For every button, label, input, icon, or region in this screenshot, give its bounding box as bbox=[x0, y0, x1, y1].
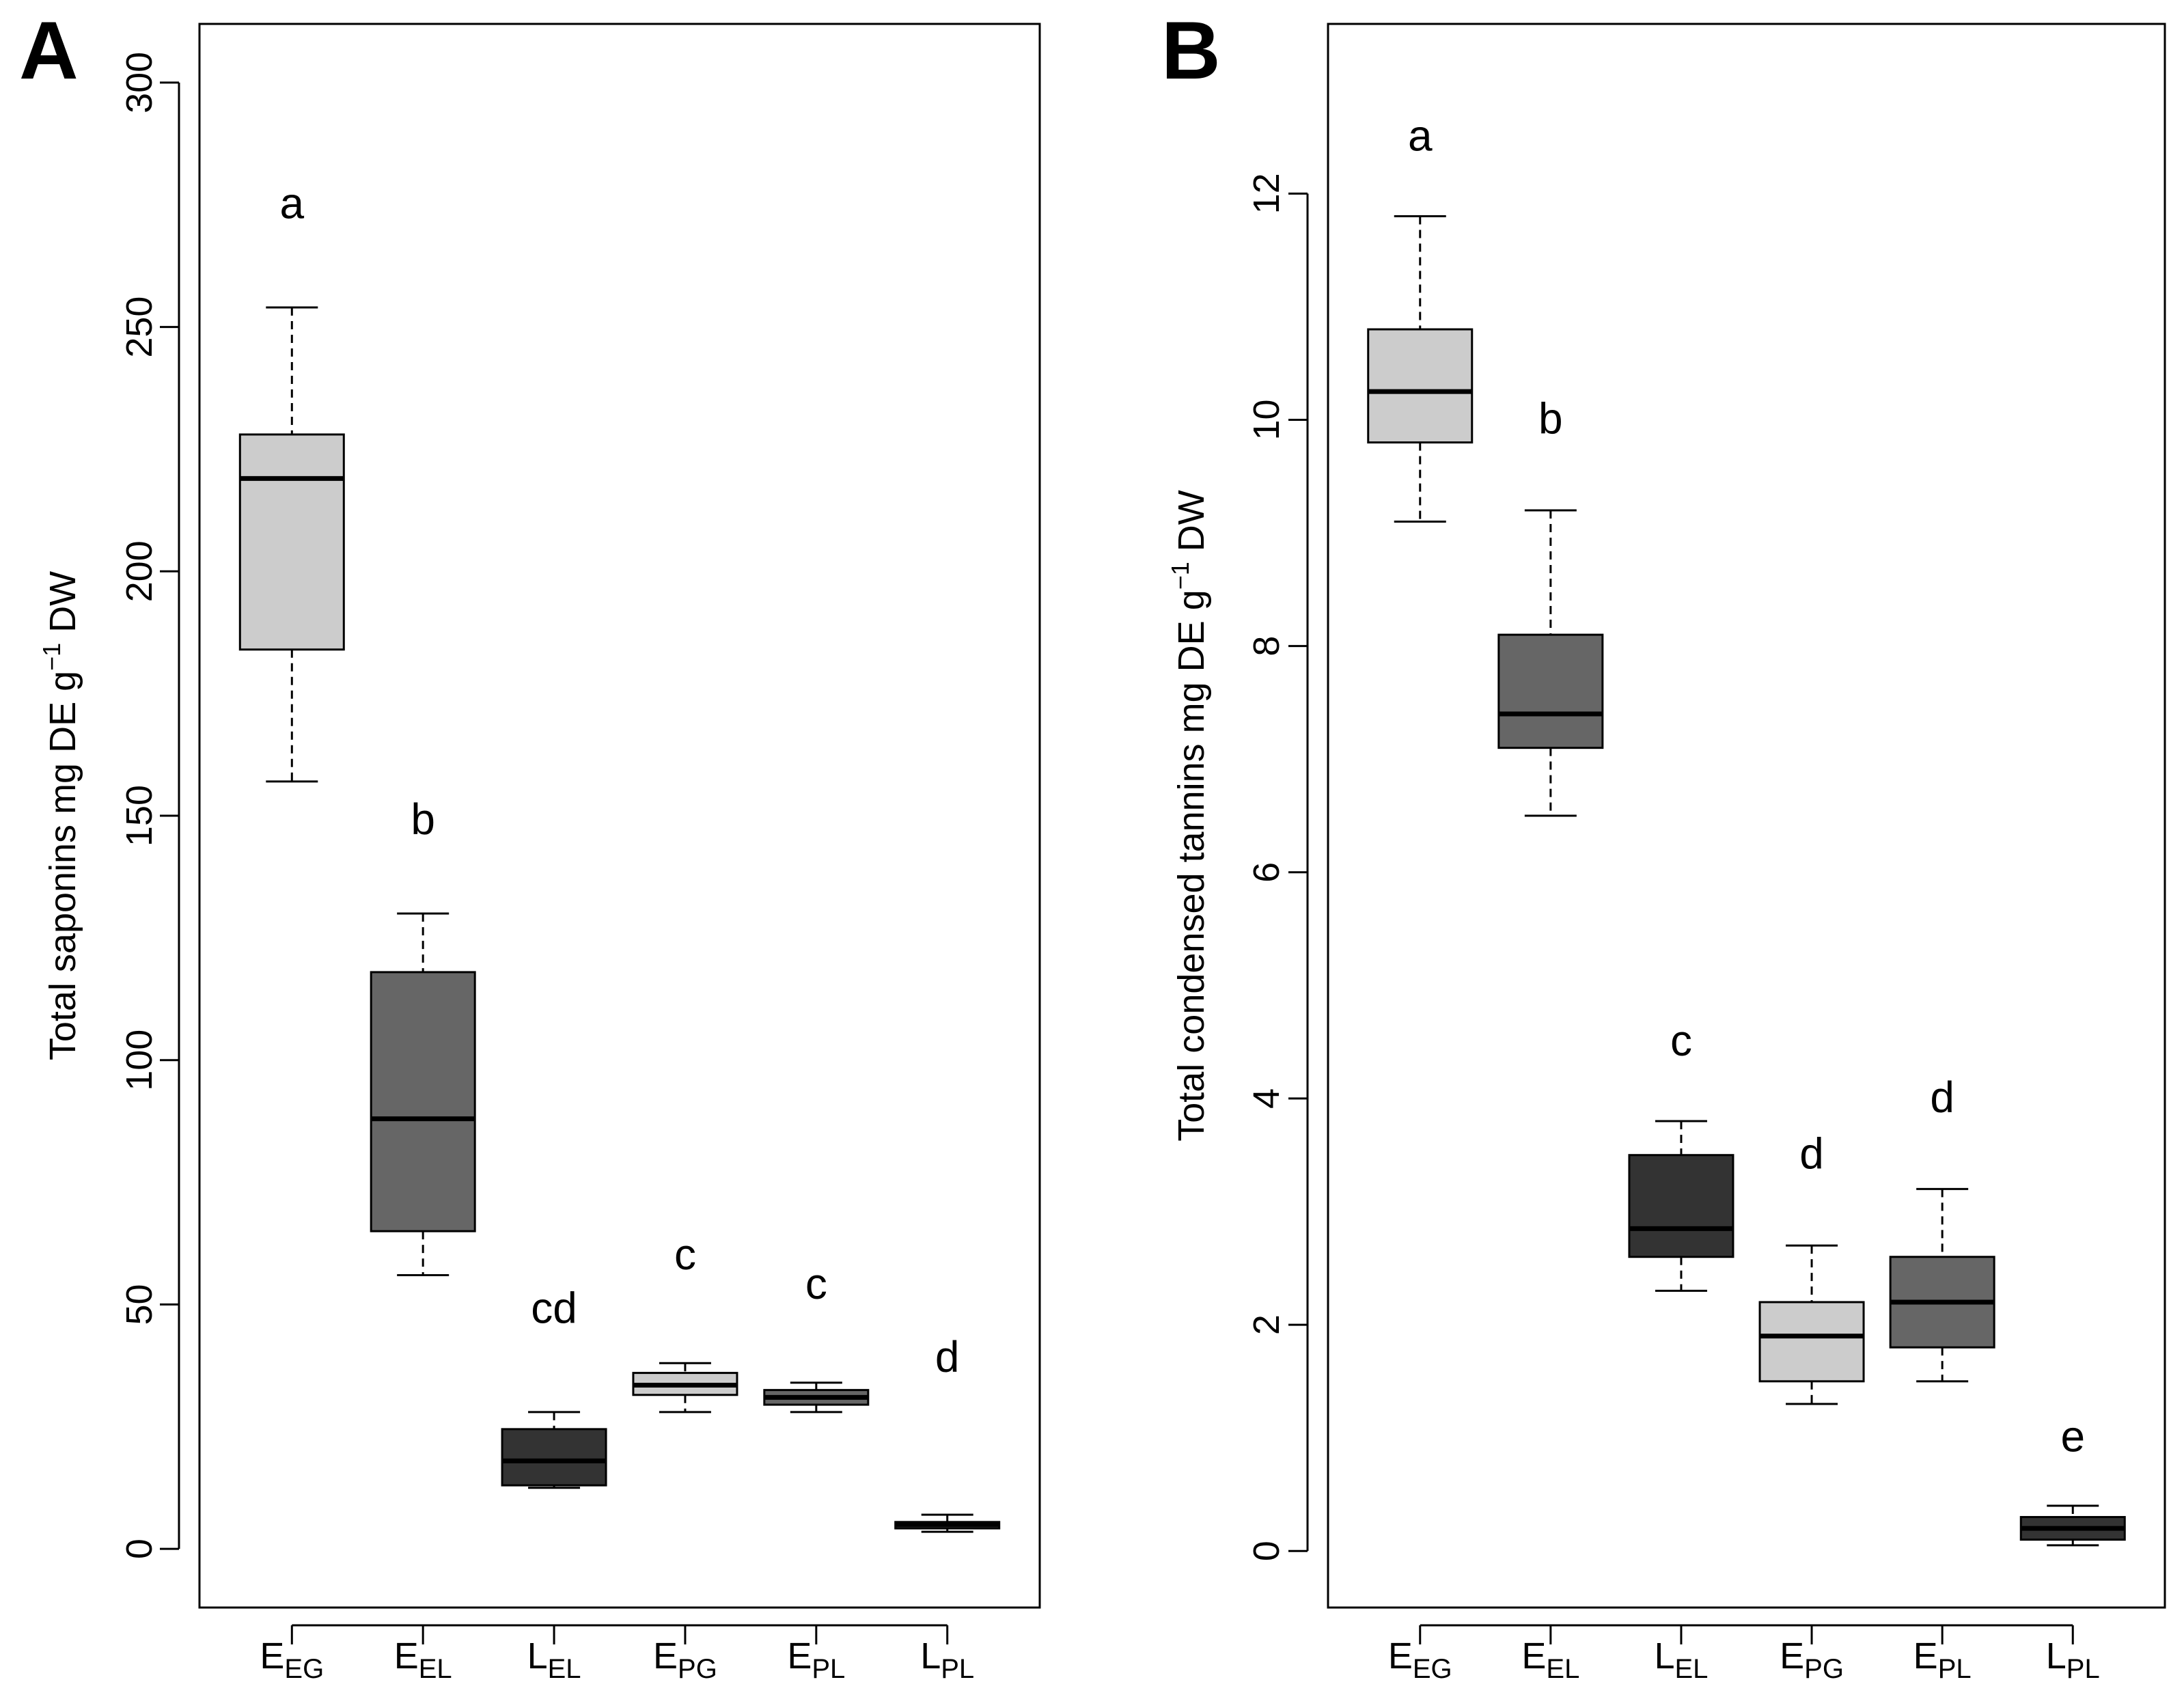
significance-letter: d bbox=[935, 1332, 960, 1381]
panel-b: B 0 2 4 6 8 10 12 Total condensed tannins mg DE … bbox=[1161, 5, 2166, 1682]
significance-letter: e bbox=[2060, 1412, 2085, 1461]
boxplot-4: d bbox=[1758, 1129, 1865, 1405]
x-tick-label: LPL bbox=[2046, 1636, 2100, 1682]
significance-letter: b bbox=[1538, 394, 1563, 443]
box-iqr bbox=[501, 1428, 607, 1487]
panel-a: A 0 50 100 150 200 250 300 Total saponins mg DE … bbox=[19, 5, 1041, 1682]
boxplot-1: a bbox=[238, 179, 345, 783]
y-tick-label: 6 bbox=[1246, 862, 1287, 883]
boxplot-6: e bbox=[2019, 1412, 2126, 1547]
boxplot-2: b bbox=[1497, 394, 1604, 817]
significance-letter: c bbox=[1670, 1016, 1692, 1065]
significance-letter: d bbox=[1799, 1129, 1824, 1178]
box-iqr bbox=[1367, 328, 1474, 444]
significance-letter: a bbox=[1408, 111, 1433, 161]
y-axis-title: Total condensed tannins mg DE g−1 DW bbox=[1166, 490, 1212, 1142]
significance-letter: b bbox=[411, 795, 435, 844]
boxplot-5: c bbox=[763, 1259, 870, 1414]
box-iqr bbox=[1497, 633, 1604, 749]
box-iqr bbox=[238, 433, 345, 651]
y-tick-label: 0 bbox=[119, 1539, 160, 1559]
box-iqr bbox=[370, 971, 476, 1232]
x-tick-label: LPL bbox=[920, 1636, 974, 1682]
x-tick-label: EEL bbox=[1521, 1636, 1579, 1682]
y-tick-label: 300 bbox=[119, 52, 160, 113]
box-iqr bbox=[1758, 1301, 1865, 1383]
significance-letter: a bbox=[280, 179, 305, 228]
y-tick-label: 50 bbox=[119, 1284, 160, 1325]
x-tick-label: EPG bbox=[653, 1636, 717, 1682]
x-tick-label: EPL bbox=[787, 1636, 845, 1682]
y-tick-label: 150 bbox=[119, 785, 160, 846]
x-tick-label: LEL bbox=[1654, 1636, 1708, 1682]
plot-frame bbox=[198, 23, 1041, 1609]
boxplot-6: d bbox=[894, 1332, 1001, 1533]
y-tick-label: 10 bbox=[1246, 399, 1287, 440]
y-tick-label: 200 bbox=[119, 540, 160, 602]
x-tick-label: EPG bbox=[1780, 1636, 1844, 1682]
panel-label: B bbox=[1161, 5, 1221, 96]
y-tick-label: 250 bbox=[119, 297, 160, 358]
boxplot-3: c bbox=[1628, 1016, 1734, 1292]
y-tick-label: 8 bbox=[1246, 636, 1287, 657]
significance-letter: c bbox=[674, 1230, 696, 1279]
boxplot-4: c bbox=[632, 1230, 738, 1414]
y-tick-label: 0 bbox=[1246, 1541, 1287, 1561]
y-tick-label: 100 bbox=[119, 1030, 160, 1091]
x-tick-label: LEL bbox=[527, 1636, 581, 1682]
y-tick-label: 12 bbox=[1246, 173, 1287, 214]
boxplot-2: b bbox=[370, 795, 476, 1277]
x-tick-label: EEG bbox=[260, 1636, 324, 1682]
boxplot-5: d bbox=[1889, 1073, 1995, 1383]
y-tick-label: 2 bbox=[1246, 1314, 1287, 1335]
significance-letter: c bbox=[805, 1259, 827, 1308]
significance-letter: cd bbox=[531, 1284, 577, 1333]
y-axis-title: Total saponins mg DE g−1 DW bbox=[38, 571, 83, 1060]
box-iqr bbox=[1628, 1154, 1734, 1258]
y-tick-label: 4 bbox=[1246, 1088, 1287, 1109]
x-tick-label: EEG bbox=[1388, 1636, 1452, 1682]
plot-frame bbox=[1327, 23, 2166, 1609]
significance-letter: d bbox=[1930, 1073, 1954, 1122]
boxplot-1: a bbox=[1367, 111, 1474, 523]
x-tick-label: EEL bbox=[394, 1636, 452, 1682]
panel-label: A bbox=[19, 5, 79, 96]
x-tick-label: EPL bbox=[1913, 1636, 1972, 1682]
boxplot-3: cd bbox=[501, 1284, 607, 1489]
